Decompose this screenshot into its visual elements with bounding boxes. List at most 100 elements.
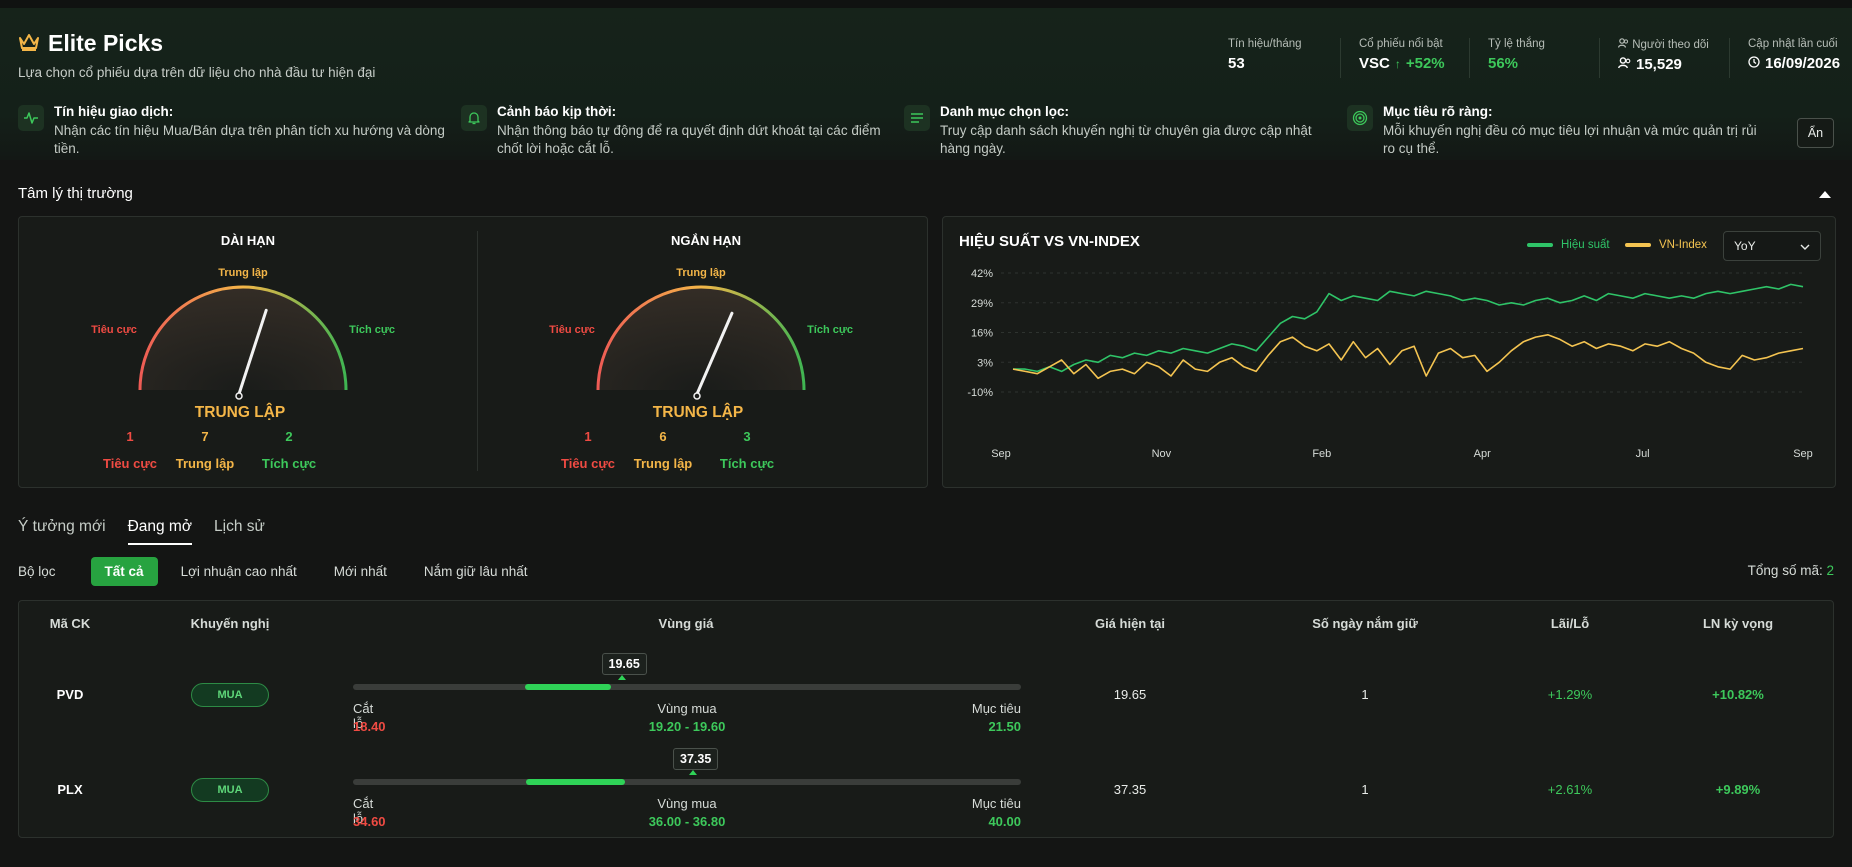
feature-item: Tín hiệu giao dịch: Nhận các tín hiệu Mu…: [18, 104, 461, 158]
stat-followers: Người theo dõi 15,529: [1599, 38, 1729, 78]
count-label: Tích cực: [261, 456, 317, 471]
column-header[interactable]: Vùng giá: [658, 616, 714, 631]
x-tick-label: Sep: [1793, 448, 1813, 460]
recommendation-badge: MUA: [191, 683, 269, 707]
expected-return-cell: +10.82%: [1712, 687, 1764, 702]
legend-item-vnindex[interactable]: VN-Index: [1625, 239, 1707, 251]
current-price-tag: 19.65: [601, 653, 647, 675]
series-line-0: [1013, 283, 1804, 373]
tab-history[interactable]: Lịch sử: [214, 518, 265, 535]
target-icon: [1347, 105, 1373, 131]
line-chart: 42% 29% 16% 3% -10% Sep Nov Feb Apr Jul Sep: [967, 268, 1813, 460]
y-tick-label: 16%: [971, 328, 993, 340]
period-select[interactable]: YoY: [1723, 231, 1821, 261]
count-value: 3: [743, 429, 751, 444]
page-title: Elite Picks: [48, 30, 164, 56]
gauge-state: TRUNG LẬP: [194, 404, 286, 421]
y-tick-label: 42%: [971, 268, 993, 280]
count-value: 6: [659, 429, 667, 444]
filter-highest-profit[interactable]: Lợi nhuận cao nhất: [180, 564, 297, 579]
buy-zone-label: Vùng mua: [657, 796, 717, 811]
filter-all[interactable]: Tất cả: [90, 557, 158, 586]
gauge-background: [598, 287, 804, 390]
total-count: Tổng số mã: 2: [1747, 563, 1834, 578]
count-value: 7: [201, 429, 209, 444]
gauge-label-negative: Tiêu cực: [549, 324, 595, 336]
column-header[interactable]: Khuyến nghị: [190, 616, 270, 631]
stat-top-stock: Cổ phiếu nổi bật VSC ↑ +52%: [1340, 38, 1469, 78]
current-price-cell: 37.35: [1113, 782, 1147, 797]
marker-arrow-icon: [617, 675, 626, 680]
count-label: Trung lập: [633, 456, 693, 471]
clock-icon: [1748, 55, 1760, 72]
column-header[interactable]: Giá hiện tại: [1094, 616, 1166, 631]
feature-item: Cảnh báo kịp thời: Nhận thông báo tự độn…: [461, 104, 904, 158]
tab-bar: Ý tưởng mới Đang mở Lịch sử: [18, 518, 265, 545]
expected-return-cell: +9.89%: [1715, 782, 1761, 797]
x-tick-label: Jul: [1636, 448, 1650, 460]
filter-label: Bộ lọc: [18, 564, 56, 579]
y-tick-label: -10%: [967, 387, 993, 399]
x-tick-label: Sep: [991, 448, 1011, 460]
gauge-count-item: 1 Tiêu cực: [543, 429, 633, 471]
price-range-track: [353, 779, 1021, 785]
users-icon: [1617, 38, 1632, 51]
picks-table: [18, 600, 1834, 838]
gauge-count-item: 1 Tiêu cực: [85, 429, 175, 471]
chevron-up-icon[interactable]: [1818, 186, 1832, 202]
gauge-title: DÀI HẠN: [220, 233, 276, 248]
feature-item: Mục tiêu rõ ràng: Mỗi khuyến nghị đều có…: [1347, 104, 1767, 158]
stat-win-rate: Tỷ lệ thắng 56%: [1469, 38, 1599, 78]
gauge-label-positive: Tích cực: [349, 324, 395, 336]
target-label: Mục tiêu: [971, 701, 1021, 716]
filter-bar: Bộ lọc Tất cả Lợi nhuận cao nhất Mới nhấ…: [18, 557, 550, 586]
column-header[interactable]: Mã CK: [49, 616, 91, 631]
gauge-label-neutral: Trung lập: [676, 267, 726, 279]
activity-icon: [18, 105, 44, 131]
hide-button[interactable]: Ẩn: [1797, 118, 1834, 148]
count-label: Trung lập: [175, 456, 235, 471]
divider: [477, 231, 478, 471]
days-held-cell: 1: [1361, 782, 1369, 797]
count-label: Tiêu cực: [561, 456, 615, 471]
header-section: Elite Picks Lựa chọn cổ phiếu dựa trên d…: [0, 0, 1852, 160]
y-tick-label: 29%: [971, 298, 993, 310]
arrow-up-icon: ↑: [1394, 56, 1401, 71]
gauge-label-neutral: Trung lập: [218, 267, 268, 279]
gauge-count-item: 6 Trung lập: [618, 429, 708, 471]
feature-list: Tín hiệu giao dịch: Nhận các tín hiệu Mu…: [18, 104, 1838, 158]
ticker-cell[interactable]: PLX: [57, 782, 83, 797]
buy-zone-value: 36.00 - 36.80: [648, 814, 726, 829]
filter-longest-held[interactable]: Nắm giữ lâu nhất: [423, 564, 528, 579]
gauge-arc: [596, 285, 806, 391]
tab-new-ideas[interactable]: Ý tưởng mới: [18, 518, 106, 535]
users-icon: [1618, 56, 1631, 73]
gauge-label-negative: Tiêu cực: [91, 324, 137, 336]
recommendation-badge: MUA: [191, 778, 269, 802]
sentiment-title: Tâm lý thị trường: [18, 185, 133, 202]
gauge-count-item: 7 Trung lập: [160, 429, 250, 471]
tab-open[interactable]: Đang mở: [127, 518, 192, 545]
x-tick-label: Nov: [1152, 448, 1172, 460]
ticker-cell[interactable]: PVD: [56, 687, 84, 702]
target-value: 40.00: [988, 814, 1021, 829]
sentiment-gauge: NGẮN HẠN Trung lập Tiêu cực Tích cực TRUNG L…: [477, 217, 935, 487]
column-header[interactable]: Lãi/Lỗ: [1550, 616, 1590, 631]
column-header[interactable]: LN kỳ vọng: [1702, 616, 1774, 631]
count-value: 1: [584, 429, 592, 444]
target-value: 21.50: [988, 719, 1021, 734]
marker-arrow-icon: [689, 770, 697, 775]
top-stock-change: +52%: [1405, 55, 1445, 72]
gauge-needle: [695, 311, 734, 396]
series-line-1: [1012, 334, 1804, 380]
performance-chart-panel: HIỆU SUẤT VS VN-INDEX Hiệu suất VN-Index…: [942, 216, 1836, 488]
y-tick-label: 3%: [977, 357, 993, 369]
stats-bar: Tín hiệu/tháng 53 Cổ phiếu nổi bật VSC ↑…: [1210, 38, 1852, 78]
legend-item-performance[interactable]: Hiệu suất: [1527, 239, 1610, 251]
count-label: Tích cực: [719, 456, 775, 471]
pnl-cell: +1.29%: [1547, 687, 1593, 702]
column-header[interactable]: Số ngày nắm giữ: [1312, 616, 1418, 631]
top-stock-ticker: VSC: [1359, 55, 1390, 72]
count-value: 2: [285, 429, 293, 444]
filter-newest[interactable]: Mới nhất: [333, 564, 387, 579]
